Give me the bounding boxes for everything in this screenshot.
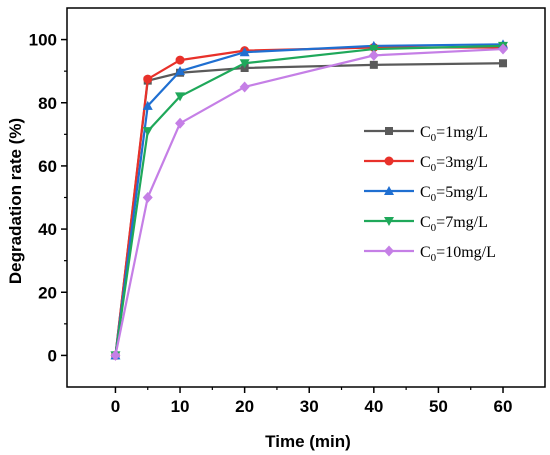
data-point <box>239 81 250 93</box>
legend-item: C0=10mg/L <box>364 244 496 264</box>
legend-item: C0=5mg/L <box>364 184 488 204</box>
tick-marks: 0 10 20 30 40 50 60 0 20 40 60 80 100 <box>29 31 513 416</box>
y-axis-title: Degradation rate (%) <box>6 118 25 284</box>
data-point <box>499 59 508 68</box>
series-line <box>114 43 504 356</box>
data-point <box>175 55 185 65</box>
x-tick-label: 20 <box>235 397 254 416</box>
data-point <box>369 60 378 69</box>
legend-marker <box>384 186 394 195</box>
series-line <box>114 46 504 356</box>
x-tick-label: 60 <box>494 397 513 416</box>
data-point <box>239 47 250 57</box>
data-point <box>368 45 379 55</box>
x-tick-label: 0 <box>111 397 120 416</box>
x-tick-label: 10 <box>171 397 190 416</box>
data-point <box>498 43 509 55</box>
x-tick-label: 50 <box>429 397 448 416</box>
data-point <box>239 59 250 69</box>
legend-label: C0=3mg/L <box>420 154 488 174</box>
y-tick-label: 100 <box>29 31 57 50</box>
series-5 <box>110 43 509 361</box>
legend-label: C0=10mg/L <box>420 244 496 264</box>
legend-label: C0=5mg/L <box>420 184 488 204</box>
legend-marker <box>385 127 393 135</box>
x-axis-title: Time (min) <box>265 432 351 451</box>
series-line <box>114 62 504 356</box>
legend-marker <box>384 156 394 166</box>
y-tick-label: 0 <box>48 346 57 365</box>
data-point <box>175 92 186 102</box>
series-1 <box>111 59 508 360</box>
legend-marker <box>384 245 394 257</box>
y-tick-label: 40 <box>38 220 57 239</box>
data-point <box>143 74 153 84</box>
legend-label: C0=1mg/L <box>420 124 488 144</box>
y-tick-label: 20 <box>38 283 57 302</box>
data-point <box>175 66 186 76</box>
data-point <box>110 349 121 361</box>
data-series <box>110 39 509 361</box>
x-tick-label: 40 <box>364 397 383 416</box>
series-2 <box>110 42 508 360</box>
legend-marker <box>384 217 394 226</box>
x-tick-label: 30 <box>300 397 319 416</box>
y-tick-label: 80 <box>38 94 57 113</box>
data-point <box>142 127 153 137</box>
legend-item: C0=7mg/L <box>364 214 488 234</box>
legend-item: C0=1mg/L <box>364 124 488 144</box>
data-point <box>175 117 186 129</box>
data-point <box>142 100 153 110</box>
legend: C0=1mg/L C0=3mg/L C0=5mg/L C0=7mg/L C0=10mg/… <box>364 124 496 264</box>
y-tick-label: 60 <box>38 157 57 176</box>
legend-label: C0=7mg/L <box>420 214 488 234</box>
data-point <box>368 49 379 61</box>
series-line <box>114 44 504 356</box>
series-line <box>114 47 504 356</box>
legend-item: C0=3mg/L <box>364 154 488 174</box>
data-point <box>142 192 153 203</box>
series-4 <box>110 41 509 361</box>
